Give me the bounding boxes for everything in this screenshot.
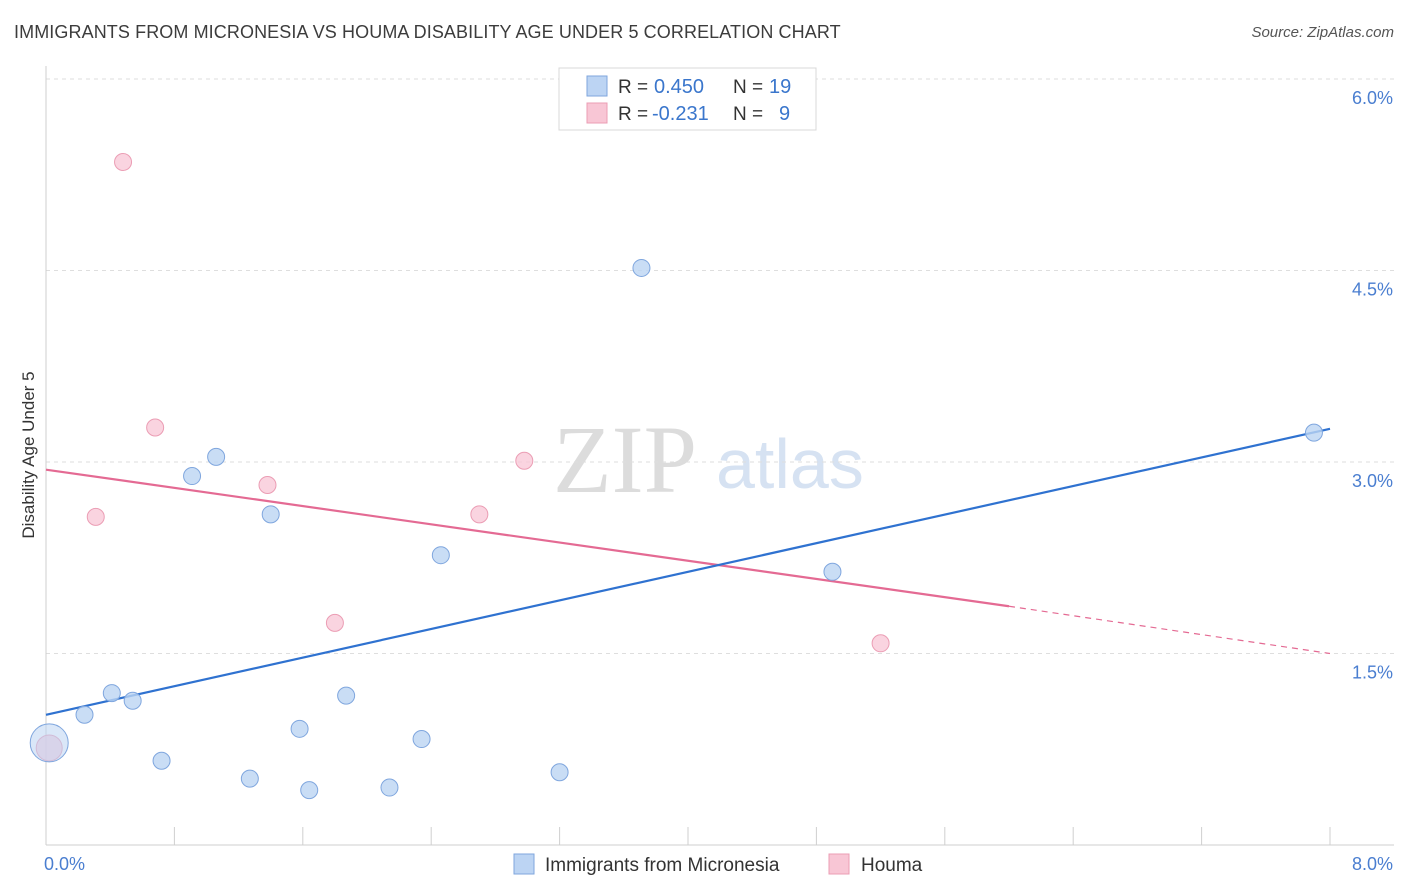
point-micronesia-7	[240, 769, 259, 788]
point-micronesia-16	[632, 258, 651, 277]
legend-r-value-2: -0.231	[652, 103, 709, 125]
chart-title: IMMIGRANTS FROM MICRONESIA VS HOUMA DISA…	[14, 22, 841, 42]
bottom-legend-label-houma: Houma	[861, 855, 923, 876]
legend-n-label-2: N =	[733, 104, 763, 125]
point-micronesia-17	[823, 562, 842, 581]
x-tick-label-0: 0.0%	[44, 854, 85, 874]
x-tick-label-1: 8.0%	[1352, 854, 1393, 874]
tick-labels: 1.5% 3.0% 4.5% 6.0% 0.0% 8.0%	[44, 88, 1393, 874]
point-micronesia-12	[380, 778, 399, 797]
bottom-legend-swatch-micronesia	[513, 853, 535, 875]
trend-line-micronesia	[45, 427, 1331, 716]
bottom-legend-swatch-houma	[828, 853, 850, 875]
point-micronesia-0	[29, 723, 69, 763]
point-micronesia-1	[75, 705, 94, 724]
point-micronesia-9	[290, 719, 309, 738]
point-houma-7	[515, 451, 534, 470]
point-micronesia-15	[550, 763, 569, 782]
y-tick-label-0: 1.5%	[1352, 663, 1393, 683]
legend-n-value-1: 19	[769, 76, 791, 98]
point-houma-1	[86, 507, 105, 526]
point-micronesia-2	[102, 684, 121, 703]
series-legend: Immigrants from Micronesia Houma	[513, 853, 923, 876]
point-micronesia-4	[152, 751, 171, 770]
correlation-legend: R = 0.450 N = 19 R = -0.231 N = 9	[558, 67, 817, 131]
point-micronesia-6	[207, 447, 226, 466]
trend-lines	[45, 427, 1331, 716]
y-tick-label-2: 4.5%	[1352, 280, 1393, 300]
watermark-zip: ZIP	[553, 406, 697, 513]
legend-r-label-2: R =	[618, 104, 648, 125]
point-houma-3	[146, 418, 165, 437]
point-micronesia-5	[183, 467, 202, 486]
legend-r-value-1: 0.450	[654, 76, 704, 98]
legend-swatch-houma	[586, 102, 608, 124]
watermark-atlas: atlas	[716, 425, 864, 503]
legend-n-label-1: N =	[733, 77, 763, 98]
point-houma-4	[258, 475, 277, 494]
point-houma-2	[114, 152, 133, 171]
point-micronesia-3	[123, 691, 142, 710]
trend-line-houma	[45, 468, 1010, 608]
point-houma-6	[470, 505, 489, 524]
point-micronesia-8	[261, 505, 280, 524]
axes	[45, 66, 1394, 846]
point-micronesia-11	[337, 686, 356, 705]
y-tick-label-1: 3.0%	[1352, 471, 1393, 491]
gridlines	[46, 78, 1394, 654]
point-micronesia-10	[300, 781, 319, 800]
trend-line-houma-extrapolated	[1008, 605, 1331, 655]
y-tick-label-3: 6.0%	[1352, 88, 1393, 108]
data-points	[29, 152, 1323, 800]
point-houma-5	[325, 613, 344, 632]
legend-r-label-1: R =	[618, 77, 648, 98]
bottom-legend-label-micronesia: Immigrants from Micronesia	[545, 855, 780, 876]
source-credit: Source: ZipAtlas.com	[1251, 24, 1394, 41]
legend-n-value-2: 9	[779, 103, 790, 125]
point-houma-8	[871, 634, 890, 653]
point-micronesia-18	[1304, 423, 1323, 442]
legend-swatch-micronesia	[586, 75, 608, 97]
point-micronesia-13	[412, 730, 431, 749]
y-axis-title: Disability Age Under 5	[19, 371, 38, 538]
point-micronesia-14	[431, 546, 450, 565]
